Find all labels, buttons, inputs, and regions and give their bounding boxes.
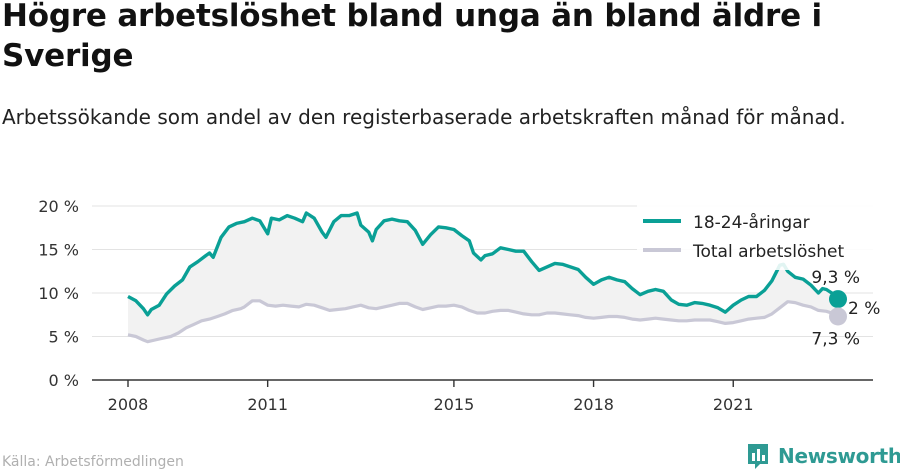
y-tick-label: 0 %	[49, 371, 79, 390]
brand-name: Newsworthy	[778, 444, 900, 468]
series-line-total	[127, 299, 839, 344]
legend: 18-24-åringar Total arbetslöshet	[637, 202, 873, 270]
legend-background	[637, 202, 873, 270]
difference-band	[128, 213, 838, 342]
chart-subtitle: Arbetssökande som andel av den registerb…	[2, 105, 846, 129]
end-label-total: 7,3 %	[811, 329, 860, 349]
brand[interactable]: Newsworthy	[746, 442, 900, 470]
legend-label-youth: 18-24-åringar	[693, 212, 810, 233]
x-tick-label: 2021	[713, 395, 754, 414]
difference-label: 2 %	[848, 299, 880, 319]
source-note: Källa: Arbetsförmedlingen	[2, 454, 184, 470]
y-axis: 0 % 5 % 10 % 15 % 20 %	[38, 197, 79, 390]
end-point-youth	[829, 290, 847, 309]
y-tick-label: 5 %	[49, 328, 79, 347]
y-tick-label: 15 %	[38, 241, 79, 260]
series-line-youth	[127, 211, 840, 317]
y-tick-label: 10 %	[38, 284, 79, 303]
x-axis: 2008 2011 2015 2018 2021	[108, 380, 754, 414]
legend-label-total: Total arbetslöshet	[692, 242, 845, 262]
newsworthy-logo-icon	[748, 444, 768, 469]
x-tick-label: 2011	[247, 395, 288, 414]
x-tick-label: 2008	[108, 395, 149, 414]
y-tick-label: 20 %	[38, 197, 79, 216]
end-label-youth: 9,3 %	[811, 268, 860, 288]
chart-title: Högre arbetslöshet bland unga än bland ä…	[2, 0, 822, 74]
x-tick-label: 2015	[434, 395, 475, 414]
x-tick-label: 2018	[573, 395, 614, 414]
end-point-total	[829, 307, 847, 326]
